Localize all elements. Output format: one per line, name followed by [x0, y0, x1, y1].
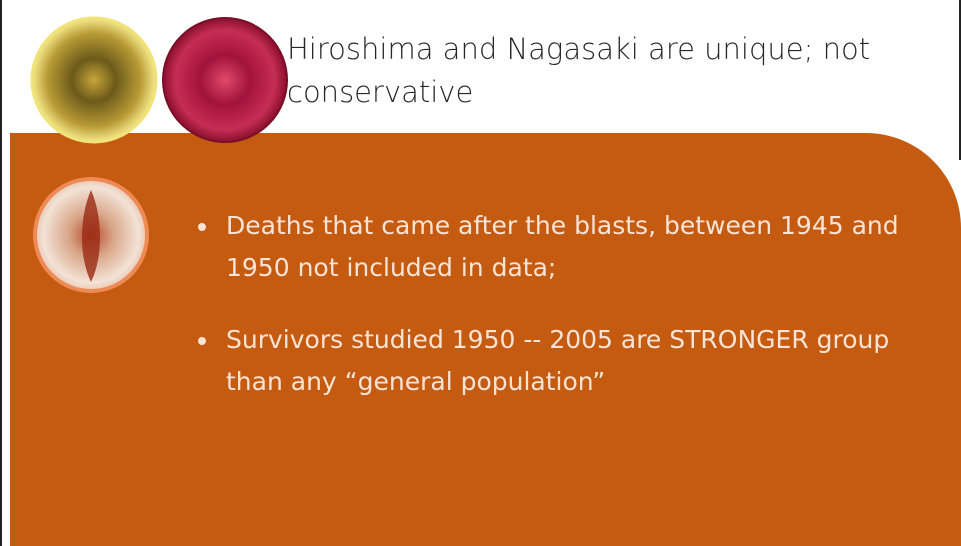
bullet-list: Deaths that came after the blasts, betwe… — [192, 205, 920, 433]
bullet: Survivors studied 1950 -- 2005 are STRON… — [220, 319, 920, 403]
slide-title: Hiroshima and Nagasaki are unique; not c… — [287, 28, 887, 114]
bullet: Deaths that came after the blasts, betwe… — [220, 205, 920, 289]
red-image — [163, 18, 287, 142]
slide: Hiroshima and Nagasaki are unique; not c… — [0, 0, 961, 546]
yellow-image — [32, 18, 156, 142]
